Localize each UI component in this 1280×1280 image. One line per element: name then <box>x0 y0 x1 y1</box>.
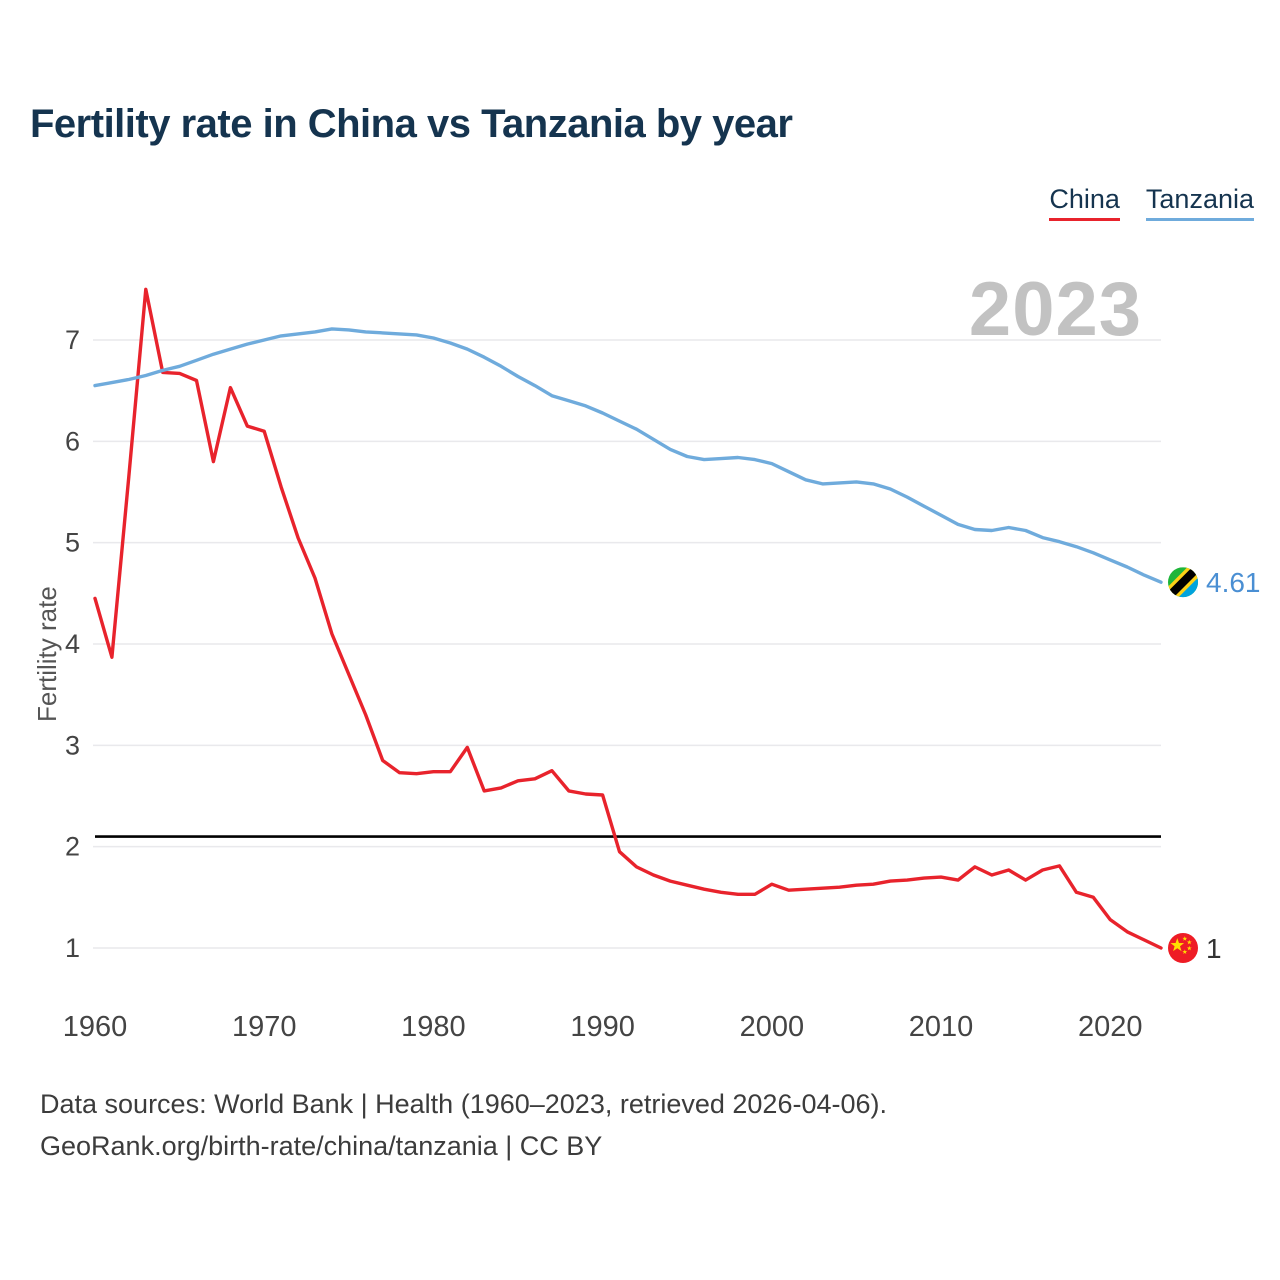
attribution-line: GeoRank.org/birth-rate/china/tanzania | … <box>40 1130 603 1161</box>
footer: Data sources: World Bank | Health (1960–… <box>40 1084 887 1168</box>
china-flag-icon <box>1168 933 1198 963</box>
chart-title: Fertility rate in China vs Tanzania by y… <box>30 102 793 146</box>
y-tick-label: 1 <box>65 933 80 963</box>
legend-item-tanzania[interactable]: Tanzania <box>1145 184 1254 221</box>
tanzania-flag-icon <box>1168 567 1198 598</box>
year-watermark: 2023 <box>968 267 1142 352</box>
x-tick-label: 1960 <box>63 1011 128 1043</box>
y-tick-label: 3 <box>65 730 80 760</box>
x-tick-label: 2010 <box>909 1011 974 1043</box>
y-tick-label: 7 <box>65 325 80 355</box>
x-tick-label: 1990 <box>570 1011 635 1043</box>
x-tick-label: 1980 <box>401 1011 466 1043</box>
x-tick-label: 2000 <box>740 1011 805 1043</box>
x-tick-label: 2020 <box>1078 1011 1143 1043</box>
china-end-value: 1 <box>1206 933 1222 964</box>
x-tick-label: 1970 <box>232 1011 297 1043</box>
china-line <box>93 287 1163 950</box>
y-tick-label: 2 <box>65 832 80 862</box>
legend: China Tanzania <box>1049 184 1254 221</box>
y-tick-label: 5 <box>65 528 80 558</box>
y-tick-label: 6 <box>65 426 80 456</box>
data-sources-line: Data sources: World Bank | Health (1960–… <box>40 1089 887 1119</box>
tanzania-line <box>93 327 1163 584</box>
legend-item-china[interactable]: China <box>1049 184 1120 221</box>
y-tick-label: 4 <box>65 629 80 659</box>
tanzania-end-value: 4.61 <box>1206 567 1261 598</box>
